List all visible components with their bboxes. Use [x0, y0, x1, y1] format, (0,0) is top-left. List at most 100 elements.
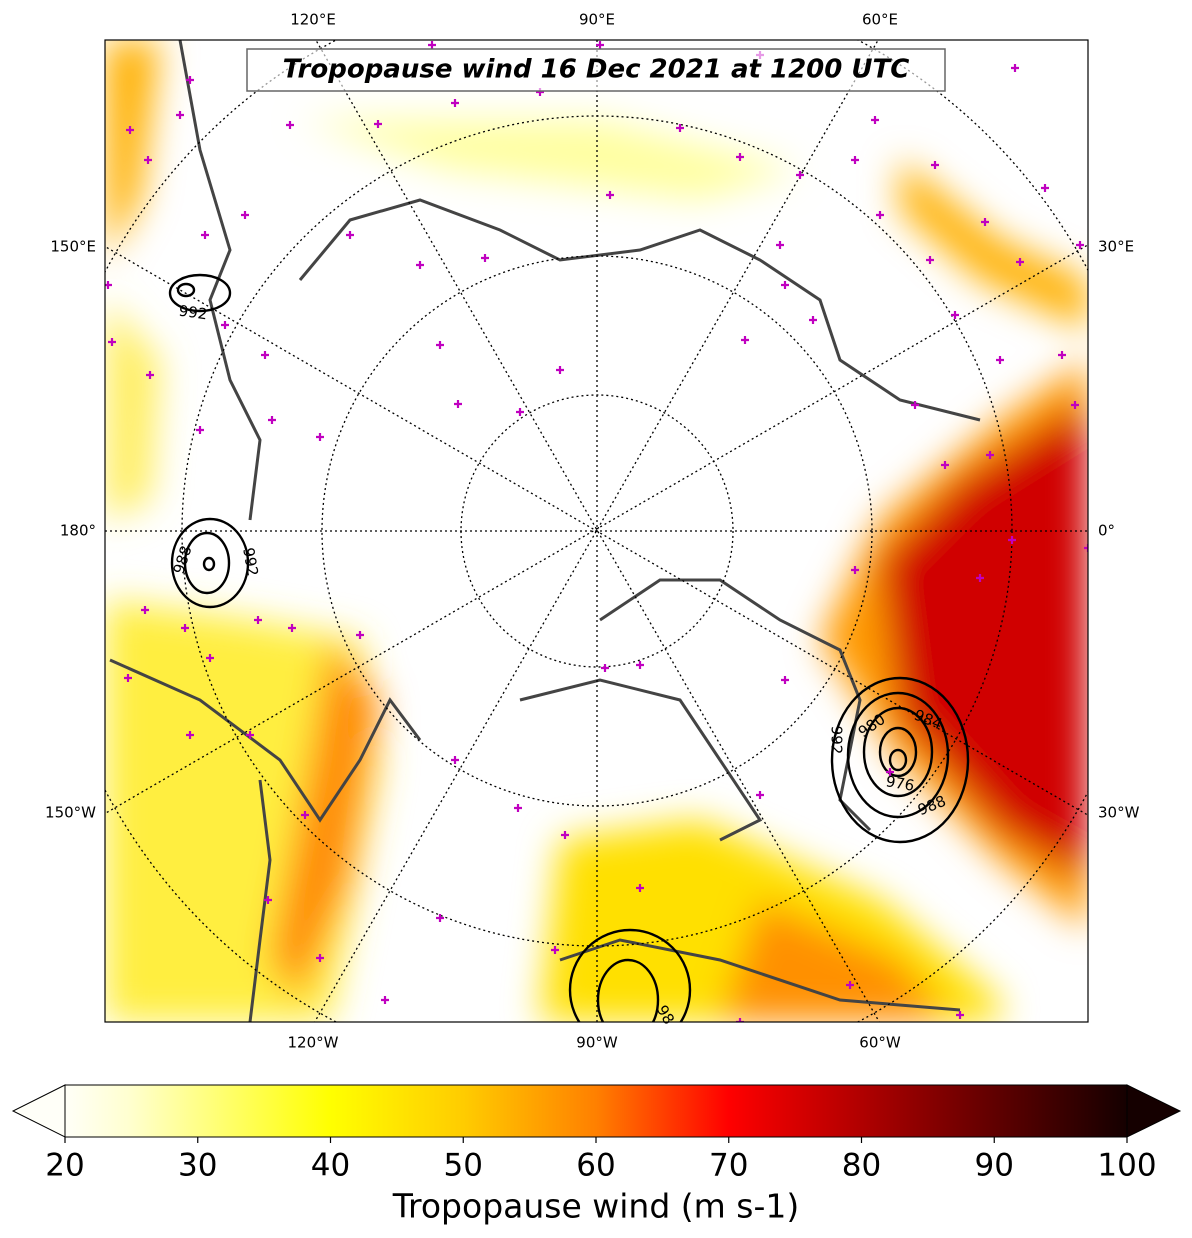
colorbar-tick-label: 40: [311, 1148, 350, 1184]
longitude-label: 180°: [60, 522, 96, 540]
station-marker: [851, 156, 859, 164]
station-marker: [606, 191, 614, 199]
station-marker: [144, 156, 152, 164]
station-marker: [976, 574, 984, 582]
station-marker: [636, 884, 644, 892]
station-marker: [436, 914, 444, 922]
colorbar-extend-high: [1126, 1084, 1182, 1138]
station-marker: [676, 124, 684, 132]
station-marker: [1076, 241, 1084, 249]
station-marker: [601, 664, 609, 672]
station-marker: [301, 811, 309, 819]
station-marker: [374, 120, 382, 128]
wind-field: [105, 40, 1088, 1022]
title-box: [246, 48, 946, 92]
station-marker: [1016, 258, 1024, 266]
coastlines: [109, 40, 981, 1022]
station-marker: [206, 654, 214, 662]
station-markers: [105, 41, 1088, 1022]
station-marker: [201, 231, 209, 239]
station-marker: [1071, 401, 1079, 409]
pressure-contours: [168, 273, 970, 1022]
station-marker: [981, 218, 989, 226]
station-marker: [636, 661, 644, 669]
colorbar-tick-label: 90: [975, 1148, 1014, 1184]
station-marker: [141, 606, 149, 614]
contour-label: 992: [239, 546, 262, 577]
station-marker: [186, 731, 194, 739]
station-marker: [876, 211, 884, 219]
station-marker: [186, 76, 194, 84]
station-marker: [288, 624, 296, 632]
station-marker: [416, 261, 424, 269]
station-marker: [986, 451, 994, 459]
station-marker: [809, 316, 817, 324]
station-marker: [1084, 544, 1088, 552]
station-marker: [851, 566, 859, 574]
station-marker: [454, 400, 462, 408]
colorbar-extend-low: [11, 1084, 66, 1138]
station-marker: [428, 41, 436, 49]
station-marker: [926, 256, 934, 264]
station-marker: [516, 408, 524, 416]
station-marker: [956, 1011, 964, 1019]
colorbar-tick-label: 50: [444, 1148, 483, 1184]
colorbar: [64, 1084, 1128, 1138]
station-marker: [911, 401, 919, 409]
station-marker: [781, 676, 789, 684]
station-marker: [781, 281, 789, 289]
station-marker: [268, 416, 276, 424]
station-marker: [556, 366, 564, 374]
station-marker: [176, 111, 184, 119]
longitude-label: 30°W: [1098, 804, 1140, 822]
longitude-label: 30°E: [1098, 238, 1134, 256]
station-marker: [776, 241, 784, 249]
longitude-label: 90°W: [576, 1034, 618, 1052]
station-marker: [1011, 64, 1019, 72]
station-marker: [931, 161, 939, 169]
station-marker: [316, 954, 324, 962]
station-marker: [996, 356, 1004, 364]
map: [105, 40, 1088, 1022]
longitude-label: 90°E: [579, 11, 615, 29]
colorbar-tick-label: 30: [178, 1148, 217, 1184]
graticule: [105, 40, 1088, 1022]
contour-label: 992: [178, 302, 209, 324]
station-marker: [356, 631, 364, 639]
station-marker: [124, 674, 132, 682]
station-marker: [451, 99, 459, 107]
longitude-label: 150°E: [50, 238, 96, 256]
station-marker: [481, 254, 489, 262]
station-marker: [741, 336, 749, 344]
station-marker: [1041, 184, 1049, 192]
station-marker: [221, 321, 229, 329]
longitude-label: 60°E: [862, 11, 898, 29]
station-marker: [941, 461, 949, 469]
station-marker: [1058, 351, 1066, 359]
station-marker: [551, 946, 559, 954]
station-marker: [381, 996, 389, 1004]
station-marker: [871, 116, 879, 124]
station-marker: [261, 351, 269, 359]
station-marker: [346, 231, 354, 239]
station-marker: [514, 804, 522, 812]
station-marker: [126, 126, 134, 134]
station-marker: [196, 426, 204, 434]
station-marker: [756, 791, 764, 799]
station-marker: [1008, 536, 1016, 544]
station-marker: [561, 831, 569, 839]
colorbar-tick-label: 100: [1097, 1148, 1156, 1184]
station-marker: [596, 41, 604, 49]
station-marker: [951, 311, 959, 319]
station-marker: [736, 153, 744, 161]
station-marker: [146, 371, 154, 379]
station-marker: [241, 211, 249, 219]
colorbar-tick-label: 20: [45, 1148, 84, 1184]
longitude-label: 120°W: [288, 1034, 339, 1052]
station-marker: [246, 731, 254, 739]
station-marker: [886, 768, 894, 776]
contour-label: 992: [828, 726, 846, 755]
longitude-label: 0°: [1098, 522, 1115, 540]
colorbar-tick-label: 80: [842, 1148, 881, 1184]
